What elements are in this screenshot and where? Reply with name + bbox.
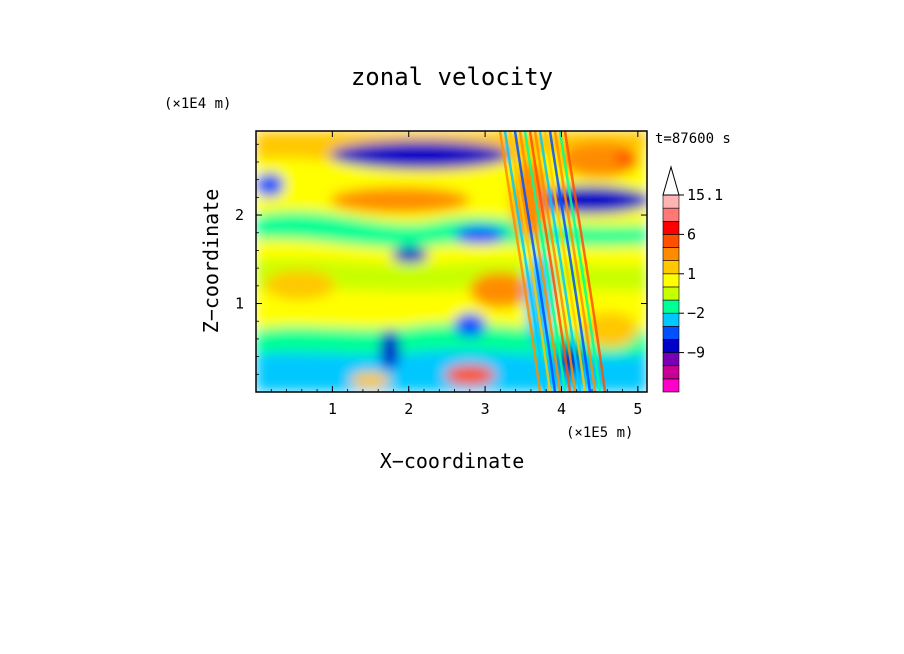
y-axis-ticks: 12 (235, 143, 647, 375)
y-tick-label: 2 (235, 206, 244, 224)
velocity-field (256, 131, 647, 392)
colorbar-segment (662, 234, 680, 248)
colorbar-segment (662, 326, 680, 340)
colorbar-segment (662, 286, 680, 301)
field-cell (392, 247, 428, 263)
x-tick-label: 1 (328, 400, 337, 418)
wave-streak (523, 131, 567, 392)
colorbar-label: 6 (687, 225, 696, 243)
colorbar-segment (662, 365, 680, 380)
wave-streaks (498, 131, 607, 392)
time-label: t=87600 s (655, 131, 731, 147)
wave-streak (558, 131, 602, 392)
wave-streak (513, 131, 557, 392)
field-cell (350, 372, 390, 388)
wave-streak (553, 131, 597, 392)
colorbar-segment (662, 194, 680, 209)
plot-frame (255, 130, 648, 393)
y-unit-label: (×1E4 m) (164, 96, 231, 112)
wave-streak (518, 131, 562, 392)
wave-streak (543, 131, 587, 392)
field-cell (454, 313, 486, 337)
colorbar-label: 1 (687, 265, 696, 283)
field-cell (330, 141, 510, 169)
field-cell (256, 173, 284, 197)
wave-streak (538, 131, 582, 392)
field-cell (470, 272, 530, 308)
x-tick-label: 5 (633, 400, 642, 418)
x-tick-label: 3 (481, 400, 490, 418)
wave-streak (548, 131, 592, 392)
field-cell (455, 226, 505, 244)
x-axis-label: X−coordinate (380, 449, 525, 473)
colorbar-segment (662, 220, 680, 235)
x-unit-label: (×1E5 m) (566, 425, 633, 441)
x-tick-label: 4 (557, 400, 566, 418)
wave-streak (503, 131, 547, 392)
colorbar-segment (662, 378, 680, 393)
colorbar-segment (662, 247, 680, 261)
colorbar-label: −2 (687, 304, 705, 322)
y-tick-label: 1 (235, 295, 244, 313)
wave-streak (533, 131, 577, 392)
colorbar-segment (662, 312, 680, 327)
x-tick-label: 2 (404, 400, 413, 418)
colorbar-segment (662, 339, 680, 353)
field-cell (330, 187, 470, 213)
field-band (256, 211, 647, 248)
field-cell (560, 142, 640, 178)
wave-streak (508, 131, 552, 392)
field-cell (615, 150, 635, 166)
colorbar-segment (662, 260, 680, 275)
field-cell (265, 270, 335, 300)
colorbar-label: −9 (687, 344, 705, 362)
colorbar-segment (662, 273, 680, 288)
colorbar-segment (662, 352, 680, 367)
field-layer (256, 131, 647, 392)
colorbar-extend-arrow (662, 165, 680, 196)
field-cell (445, 365, 495, 385)
chart-title: zonal velocity (351, 63, 553, 91)
wave-streak (563, 131, 607, 392)
x-axis-ticks: 1 2 3 4 5 (270, 131, 642, 418)
colorbar-segment (662, 207, 680, 222)
field-cell (380, 330, 400, 370)
colorbar-label: 15.1 (687, 186, 723, 204)
wave-streak (528, 131, 572, 392)
colorbar: 15.1 6 1 −2 −9 (662, 165, 723, 393)
colorbar-segment (662, 299, 680, 314)
wave-streak (498, 131, 542, 392)
y-axis-label: Z−coordinate (199, 189, 223, 334)
